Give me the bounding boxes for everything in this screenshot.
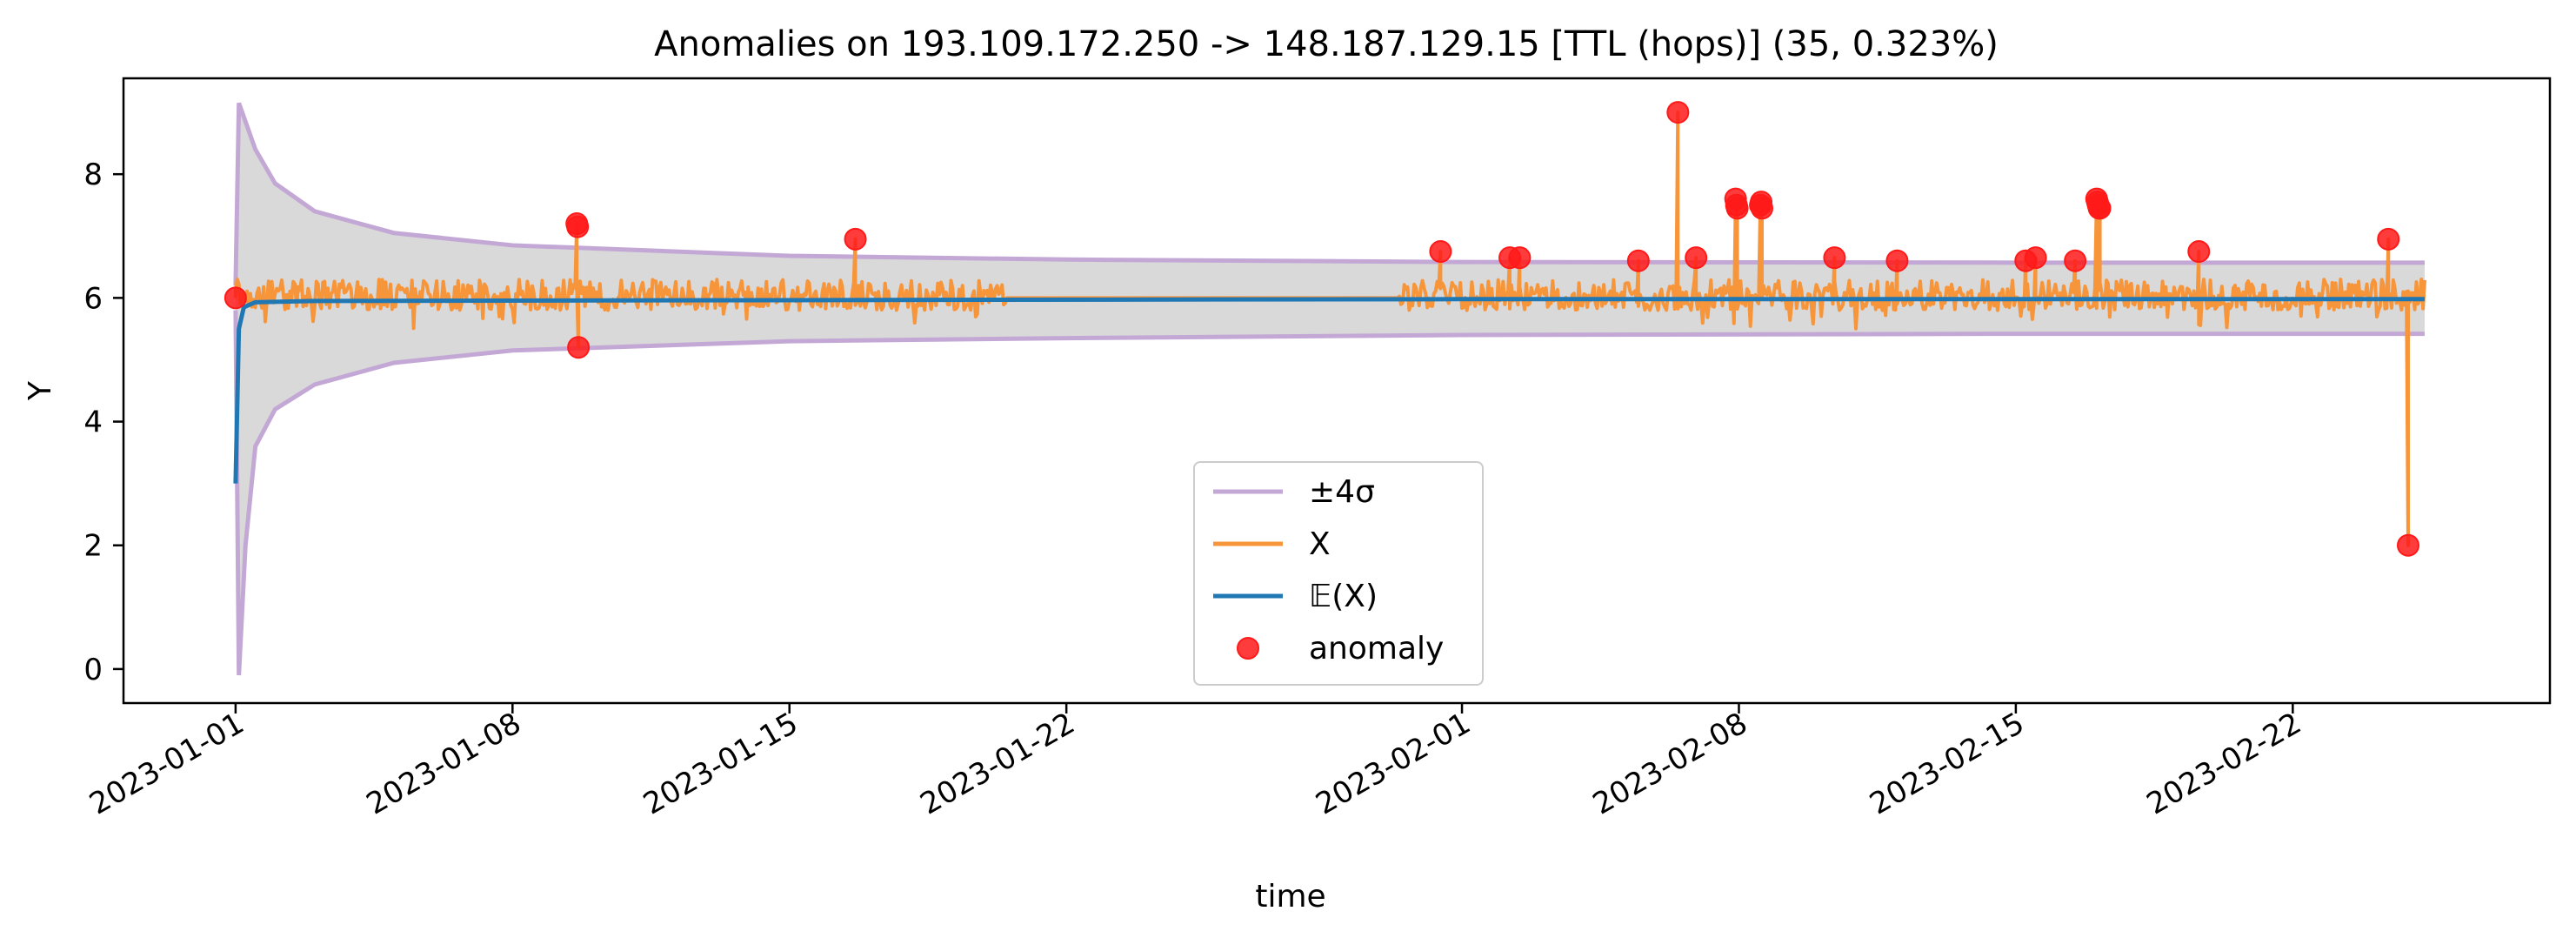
upper-band-line xyxy=(233,102,2425,286)
expected-series xyxy=(233,297,2425,484)
x-tick-label: 2023-01-15 xyxy=(637,706,804,821)
legend-label: 𝔼(X) xyxy=(1309,579,1378,614)
anomaly-series xyxy=(224,101,2419,557)
anomaly-point xyxy=(2088,197,2112,220)
legend-label: ±4σ xyxy=(1309,474,1375,510)
anomaly-point xyxy=(2377,227,2400,251)
anomaly-point xyxy=(2064,249,2087,272)
anomaly-point xyxy=(844,227,867,251)
expected-line xyxy=(233,297,2425,484)
legend: ±4σ X 𝔼(X) anomaly xyxy=(1193,461,1484,686)
legend-anomaly-marker xyxy=(1237,637,1259,660)
anomaly-point xyxy=(1751,197,1774,220)
y-tick-label: 2 xyxy=(83,529,103,564)
y-tick-label: 0 xyxy=(83,653,103,687)
y-tick-label: 6 xyxy=(83,281,103,316)
anomaly-point xyxy=(1725,197,1749,220)
anomaly-point xyxy=(1885,249,1909,272)
x-tick-label: 2023-02-22 xyxy=(2141,706,2307,821)
legend-box xyxy=(1193,461,1484,686)
y-tick-label: 8 xyxy=(83,157,103,192)
x-tick-label: 2023-01-22 xyxy=(915,706,1081,821)
lower-band-line xyxy=(233,310,2425,676)
legend-label: anomaly xyxy=(1309,631,1444,667)
x-axis-label: time xyxy=(1255,879,1325,915)
anomaly-point xyxy=(566,215,590,238)
x-tick-label: 2023-02-08 xyxy=(1587,706,1753,821)
legend-label: X xyxy=(1309,526,1331,562)
x-tick-label: 2023-02-01 xyxy=(1310,706,1476,821)
x-tick-label: 2023-01-08 xyxy=(361,706,527,821)
anomaly-point xyxy=(567,336,591,359)
anomaly-point xyxy=(1508,246,1532,270)
x-tick-label: 2023-01-01 xyxy=(83,706,250,821)
x-tick-label: 2023-02-15 xyxy=(1864,706,2030,821)
anomaly-point xyxy=(1429,240,1452,264)
y-axis-label: Y xyxy=(23,380,58,401)
anomaly-point xyxy=(2187,240,2211,264)
anomaly-point xyxy=(1666,101,1690,124)
plot-frame xyxy=(122,77,2552,705)
anomaly-point xyxy=(2024,246,2047,270)
chart-title: Anomalies on 193.109.172.250 -> 148.187.… xyxy=(654,24,1999,64)
sigma-band xyxy=(233,102,2425,676)
anomaly-point xyxy=(2396,533,2419,557)
anomaly-point xyxy=(224,286,247,310)
anomaly-point xyxy=(1685,246,1708,270)
x-axis: 2023-01-01 2023-01-08 2023-01-15 2023-01-22… xyxy=(83,703,2307,822)
y-tick-label: 4 xyxy=(83,405,103,440)
y-axis: 0 2 4 6 8 xyxy=(83,157,123,687)
anomaly-point xyxy=(1823,246,1846,270)
anomaly-point xyxy=(1626,249,1650,272)
